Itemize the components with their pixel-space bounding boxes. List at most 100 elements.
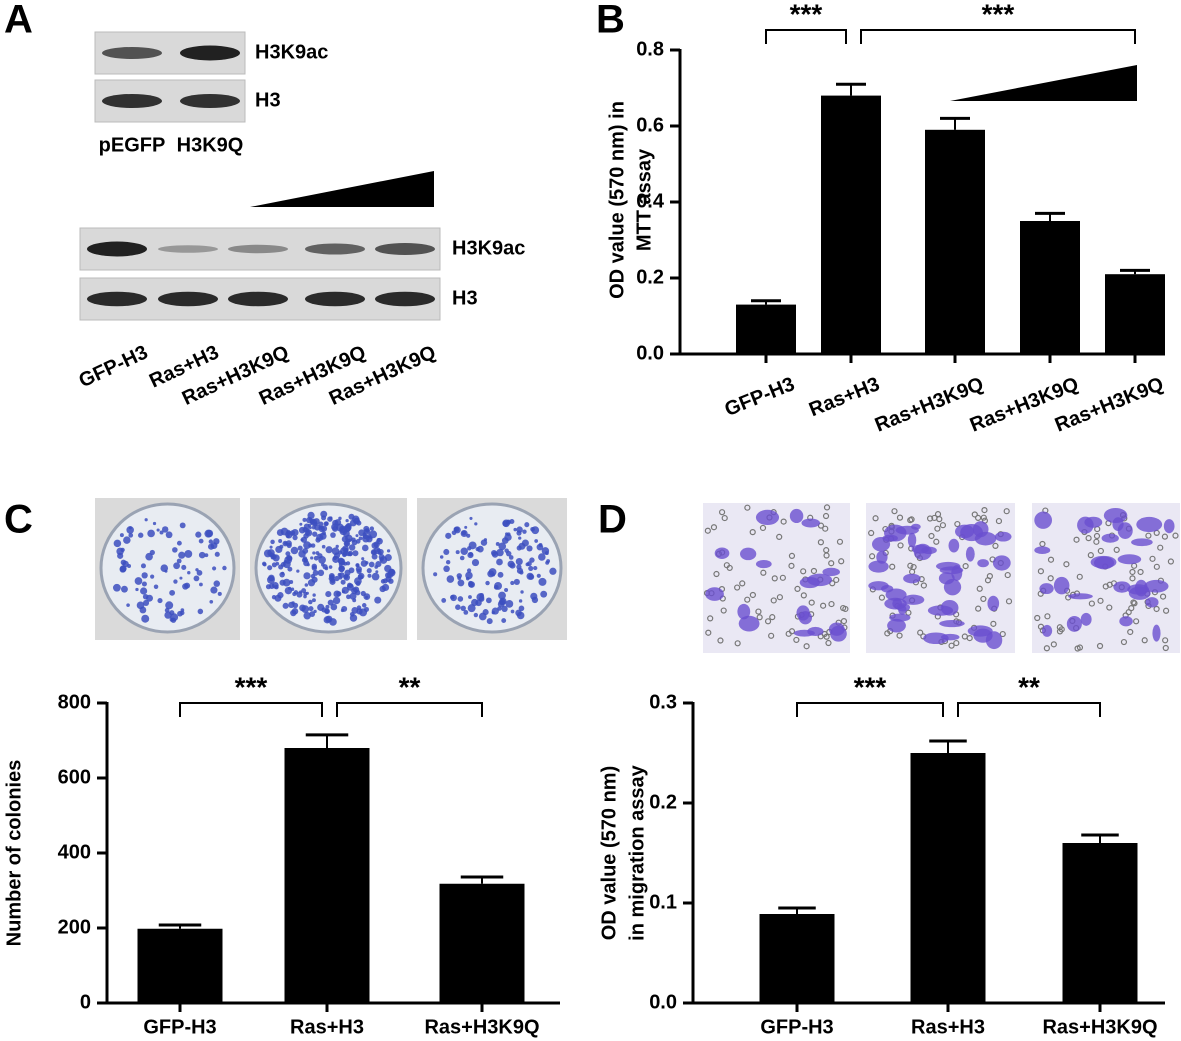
colony [293,590,299,595]
colony [275,545,283,554]
cell [1152,624,1161,642]
colony [491,551,499,558]
pore [1157,544,1164,551]
colony [318,525,325,533]
cell [1093,556,1115,570]
colony [358,536,363,541]
colony [305,591,309,595]
y-tick-label: 0.4 [636,190,665,212]
y-axis-label: MTT assay [633,148,655,251]
colony [210,542,218,550]
colony [321,544,326,549]
colony [164,569,168,573]
significance-bracket [796,702,944,717]
colony [347,550,354,557]
colony [135,587,139,592]
cell [987,595,1000,612]
colony [141,572,148,579]
pore [808,599,815,606]
cell [1101,533,1119,543]
bar [1105,274,1165,354]
pore [992,542,999,549]
pore [1093,538,1100,545]
pore [1047,556,1055,563]
pore [739,580,746,587]
pore [823,504,831,511]
blot-row-label: H3 [255,89,281,111]
colony [345,518,349,523]
colony [308,599,313,605]
gradient-wedge [250,171,434,207]
pore [891,508,898,515]
colony [299,590,303,594]
pore [1097,597,1104,604]
colony [340,579,346,585]
pore [896,632,903,639]
colony [290,546,299,555]
significance-bracket [336,702,483,717]
cell [737,603,751,620]
colony [474,522,478,526]
cell [1068,593,1093,600]
pore [828,560,835,567]
pore [768,632,775,639]
cell [1131,538,1153,547]
pore [759,524,767,532]
colony [284,541,288,545]
colony [466,533,471,538]
colony [152,521,157,526]
pore [1129,568,1136,576]
colony [329,618,337,626]
colony [356,605,362,611]
colony [142,594,149,600]
colony [509,562,516,569]
y-axis-label: OD value (570 nm) in [606,101,628,299]
colony [198,538,204,544]
pore [823,547,830,554]
significance-label: *** [982,0,1015,29]
colony [222,565,227,571]
colony [210,586,218,594]
cell [1163,519,1175,534]
colony [270,539,275,545]
colony [504,587,509,592]
cell [994,531,1012,542]
colony [172,547,178,553]
cell [738,615,760,632]
colony [526,561,532,567]
pore [1003,508,1010,515]
colony [369,536,373,540]
colony [386,549,391,553]
pore [1044,613,1051,620]
pore [822,512,830,520]
pore [1097,547,1104,555]
pore [966,635,973,642]
significance-label: *** [790,0,823,29]
colony [208,539,214,544]
bar [925,129,985,354]
colony [345,561,351,566]
cell [876,550,888,564]
pore [884,630,891,637]
colony [486,618,493,625]
pore [1159,593,1167,600]
colony [518,605,525,612]
colony [485,580,490,586]
colony [476,593,485,602]
colony [330,532,336,538]
cell [940,599,959,616]
colony [321,515,327,521]
colony [138,532,144,538]
colony [184,550,193,558]
cell [992,555,1011,571]
pore [981,507,988,514]
y-tick-label: 400 [58,841,91,863]
blot-band [102,94,162,108]
colony [301,588,307,594]
pore [788,628,796,635]
colony [179,576,183,580]
pore [962,563,969,570]
cell [911,523,921,530]
cell [1117,554,1142,565]
colony [521,539,529,547]
